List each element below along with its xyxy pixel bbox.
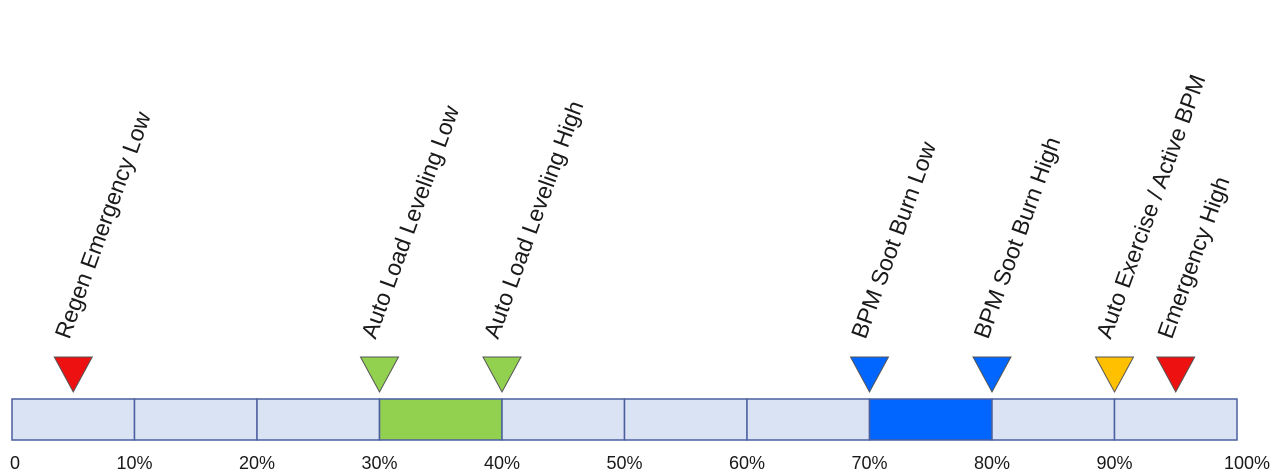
tick-label: 20% <box>239 453 275 472</box>
tick-label: 70% <box>851 453 887 472</box>
scale-segment-30-40 <box>378 398 503 441</box>
red-triangle-icon <box>53 356 94 394</box>
threshold-label: Regen Emergency Low <box>50 108 156 342</box>
threshold-label: BPM Soot Burn Low <box>846 138 941 342</box>
tick-label: 60% <box>729 453 765 472</box>
tick-label: 50% <box>606 453 642 472</box>
scale-segment-90-100 <box>1113 398 1238 441</box>
tick-label: 100% <box>1224 453 1270 472</box>
scale-segment-60-70 <box>746 398 871 441</box>
scale-segment-10-20 <box>133 398 258 441</box>
green-triangle-icon <box>359 356 400 394</box>
percent-tick-labels: 0 10% 20% 30% 40% 50% 60% 70% 80% 90% 100% <box>10 453 1270 472</box>
green-triangle-icon <box>482 356 522 394</box>
scale-segment-50-60 <box>623 398 748 441</box>
threshold-label: Auto Load Leveling Low <box>356 102 465 342</box>
tick-label: 30% <box>361 453 397 472</box>
scale-segment-80-90 <box>991 398 1116 441</box>
blue-triangle-icon <box>849 356 890 394</box>
tick-label: 90% <box>1096 453 1132 472</box>
threshold-label: Auto Exercise / Active BPM <box>1091 71 1211 342</box>
blue-triangle-icon <box>972 356 1012 394</box>
red-triangle-icon <box>1155 356 1196 394</box>
amber-triangle-icon <box>1094 356 1135 394</box>
scale-segment-40-50 <box>501 398 626 441</box>
tick-label: 80% <box>974 453 1010 472</box>
tick-label: 0 <box>10 453 20 472</box>
scale-bar <box>11 398 1238 441</box>
threshold-label: BPM Soot Burn High <box>968 133 1065 341</box>
threshold-markers <box>53 356 1196 394</box>
tick-label: 10% <box>116 453 152 472</box>
threshold-labels: Regen Emergency Low Auto Load Leveling Lo… <box>50 71 1235 342</box>
tick-label: 40% <box>484 453 520 472</box>
scale-segment-20-30 <box>256 398 381 441</box>
scale-segment-0-10 <box>11 398 136 441</box>
threshold-label: Auto Load Leveling High <box>478 97 588 341</box>
scale-segment-70-80 <box>868 398 993 441</box>
